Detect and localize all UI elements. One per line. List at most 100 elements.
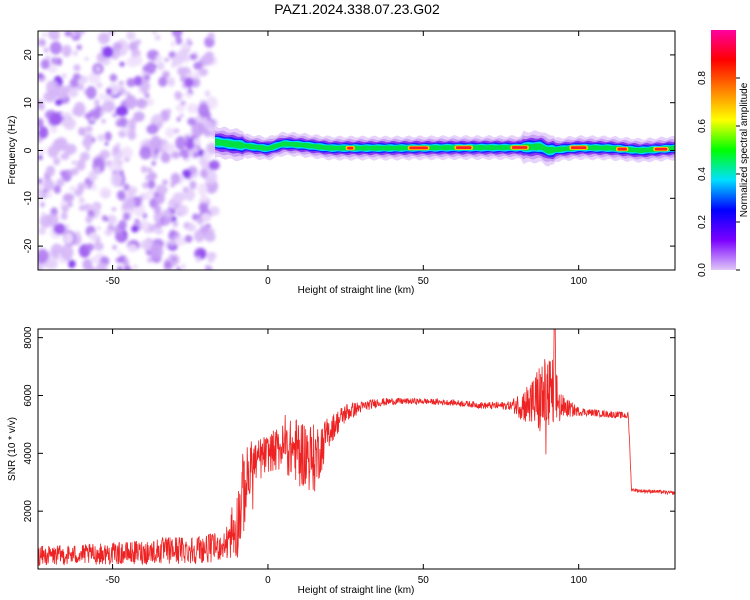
- noise-speckle: [168, 201, 175, 210]
- ridge-band: [215, 138, 675, 154]
- noise-speckle: [133, 264, 138, 269]
- y-tick-label: 4000: [23, 442, 34, 465]
- noise-speckle: [126, 31, 136, 41]
- noise-speckle: [40, 201, 45, 208]
- noise-speckle: [122, 212, 131, 221]
- noise-speckle: [69, 78, 79, 89]
- noise-speckle: [157, 61, 165, 71]
- y-tick-label: 6000: [23, 384, 34, 407]
- noise-speckle: [134, 39, 142, 45]
- noise-speckle: [118, 117, 128, 128]
- colorbar-tick-label: 0.0: [697, 263, 708, 277]
- noise-speckle: [46, 213, 59, 227]
- noise-speckle: [185, 138, 195, 150]
- noise-speckle: [127, 244, 138, 253]
- noise-speckle: [142, 91, 149, 97]
- noise-speckle: [85, 215, 93, 224]
- noise-speckle: [162, 179, 169, 185]
- noise-speckle: [121, 146, 133, 159]
- noise-speckle: [146, 124, 159, 135]
- noise-speckle: [38, 99, 45, 110]
- noise-speckle: [46, 80, 59, 94]
- noise-speckle: [95, 66, 101, 73]
- spectrogram-noise-region: [38, 31, 220, 270]
- noise-speckle: [174, 236, 186, 247]
- noise-speckle: [119, 255, 125, 261]
- noise-speckle: [95, 106, 102, 113]
- noise-speckle: [208, 160, 220, 171]
- noise-speckle: [96, 82, 103, 89]
- noise-speckle: [38, 178, 43, 185]
- noise-speckle: [53, 185, 61, 194]
- noise-speckle: [185, 157, 191, 162]
- noise-speckle: [104, 131, 112, 142]
- noise-speckle: [180, 100, 186, 106]
- noise-speckle: [64, 224, 70, 230]
- noise-speckle: [101, 119, 106, 124]
- y-tick-label: 2000: [23, 500, 34, 523]
- noise-speckle: [166, 108, 172, 114]
- noise-speckle: [133, 111, 145, 122]
- x-tick-label: -50: [105, 276, 120, 287]
- noise-speckle: [38, 126, 49, 139]
- snr-y-ticks: 2000 4000 6000 8000: [23, 326, 675, 522]
- noise-speckle: [118, 219, 127, 231]
- spectrogram-x-label: Height of straight line (km): [298, 285, 415, 296]
- noise-speckle: [176, 204, 189, 216]
- noise-speckle: [163, 217, 171, 226]
- noise-speckle: [170, 172, 181, 185]
- noise-speckle: [71, 167, 79, 176]
- noise-speckle: [71, 160, 76, 165]
- noise-speckle: [60, 152, 70, 161]
- noise-speckle: [102, 101, 116, 113]
- noise-speckle: [55, 57, 63, 66]
- noise-speckle: [104, 229, 113, 236]
- noise-speckle: [202, 151, 212, 161]
- noise-speckle: [94, 235, 99, 240]
- noise-speckle: [154, 34, 161, 41]
- noise-speckle: [182, 169, 192, 179]
- noise-speckle: [124, 265, 131, 270]
- colorbar-tick-label: 0.8: [697, 71, 708, 85]
- noise-speckle: [79, 151, 90, 162]
- noise-speckle: [141, 165, 147, 174]
- noise-speckle: [154, 227, 163, 235]
- noise-speckle: [64, 143, 77, 155]
- noise-speckle: [60, 244, 74, 261]
- noise-speckle: [99, 187, 112, 199]
- noise-speckle: [112, 245, 117, 250]
- noise-speckle: [60, 170, 66, 177]
- noise-speckle: [207, 32, 215, 40]
- noise-speckle: [76, 83, 85, 91]
- noise-speckle: [74, 188, 83, 197]
- noise-speckle: [67, 259, 76, 269]
- noise-speckle: [141, 192, 152, 201]
- noise-speckle: [172, 220, 179, 228]
- noise-speckle: [72, 73, 81, 80]
- x-tick-label: 100: [570, 276, 587, 287]
- noise-speckle: [109, 73, 118, 82]
- x-tick-label: 50: [418, 575, 430, 586]
- noise-speckle: [171, 31, 183, 38]
- noise-speckle: [192, 79, 200, 87]
- noise-speckle: [200, 194, 208, 203]
- noise-speckle: [88, 170, 98, 182]
- snr-frame: [37, 328, 676, 570]
- noise-speckle: [55, 178, 65, 187]
- y-tick-label: 8000: [23, 326, 34, 349]
- x-tick-label: 0: [265, 276, 271, 287]
- noise-speckle: [63, 193, 75, 203]
- noise-speckle: [149, 224, 156, 233]
- noise-speckle: [140, 219, 149, 230]
- noise-speckle: [38, 266, 43, 270]
- x-tick-label: 100: [570, 575, 587, 586]
- ridge-peak-segment: [570, 146, 587, 150]
- noise-speckle: [49, 41, 63, 55]
- noise-speckle: [126, 189, 135, 199]
- noise-speckle: [132, 55, 143, 66]
- noise-speckle: [184, 188, 196, 202]
- y-tick-label: 10: [23, 97, 34, 109]
- noise-speckle: [42, 32, 47, 37]
- noise-speckle: [85, 125, 93, 133]
